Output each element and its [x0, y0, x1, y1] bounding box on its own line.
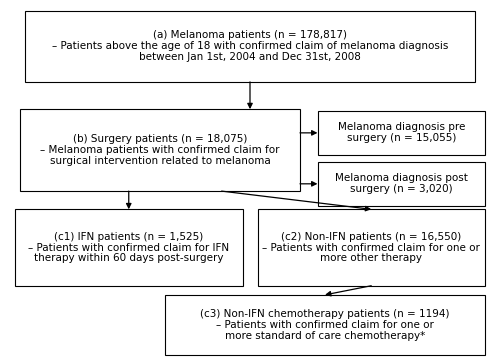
Text: surgery (n = 3,020): surgery (n = 3,020)	[350, 184, 452, 194]
FancyBboxPatch shape	[258, 209, 485, 286]
Text: (b) Surgery patients (n = 18,075): (b) Surgery patients (n = 18,075)	[73, 134, 247, 144]
Text: – Patients above the age of 18 with confirmed claim of melanoma diagnosis: – Patients above the age of 18 with conf…	[52, 41, 448, 51]
FancyBboxPatch shape	[318, 111, 485, 155]
FancyBboxPatch shape	[165, 295, 485, 355]
Text: – Melanoma patients with confirmed claim for: – Melanoma patients with confirmed claim…	[40, 145, 280, 155]
Text: Melanoma diagnosis pre: Melanoma diagnosis pre	[338, 122, 465, 132]
Text: (c1) IFN patients (n = 1,525): (c1) IFN patients (n = 1,525)	[54, 232, 204, 242]
FancyBboxPatch shape	[15, 209, 242, 286]
Text: – Patients with confirmed claim for IFN: – Patients with confirmed claim for IFN	[28, 242, 230, 253]
Text: more other therapy: more other therapy	[320, 253, 422, 264]
Text: – Patients with confirmed claim for one or: – Patients with confirmed claim for one …	[262, 242, 480, 253]
FancyBboxPatch shape	[20, 109, 300, 191]
Text: surgery (n = 15,055): surgery (n = 15,055)	[346, 133, 456, 143]
Text: (c2) Non-IFN patients (n = 16,550): (c2) Non-IFN patients (n = 16,550)	[281, 232, 462, 242]
Text: – Patients with confirmed claim for one or: – Patients with confirmed claim for one …	[216, 320, 434, 330]
Text: between Jan 1st, 2004 and Dec 31st, 2008: between Jan 1st, 2004 and Dec 31st, 2008	[139, 52, 361, 62]
Text: (a) Melanoma patients (n = 178,817): (a) Melanoma patients (n = 178,817)	[153, 31, 347, 40]
Text: (c3) Non-IFN chemotherapy patients (n = 1194): (c3) Non-IFN chemotherapy patients (n = …	[200, 309, 450, 319]
FancyBboxPatch shape	[25, 11, 475, 82]
FancyBboxPatch shape	[318, 162, 485, 206]
Text: therapy within 60 days post-surgery: therapy within 60 days post-surgery	[34, 253, 224, 264]
Text: Melanoma diagnosis post: Melanoma diagnosis post	[335, 173, 468, 183]
Text: surgical intervention related to melanoma: surgical intervention related to melanom…	[50, 156, 270, 166]
Text: more standard of care chemotherapy*: more standard of care chemotherapy*	[225, 331, 425, 341]
